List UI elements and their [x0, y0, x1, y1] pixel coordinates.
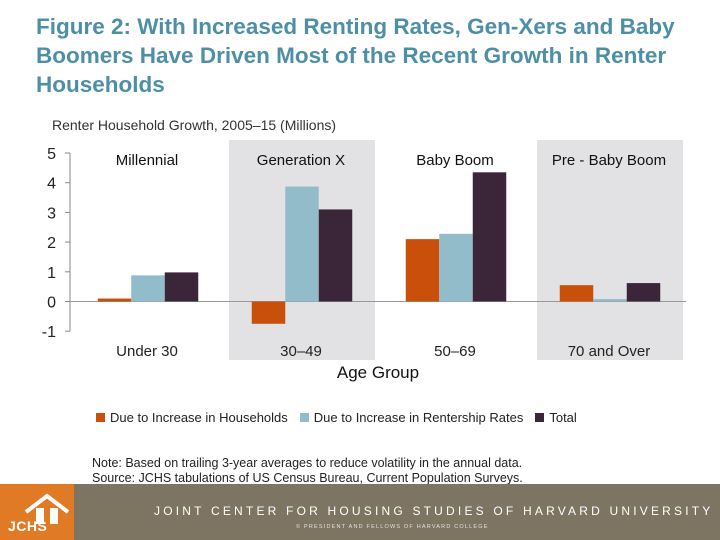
jchs-logo: JCHS [0, 484, 74, 540]
x-tick-label: 30–49 [280, 343, 322, 360]
x-tick-label: Under 30 [116, 343, 178, 360]
chart-title: Figure 2: With Increased Renting Rates, … [36, 14, 675, 97]
bar [593, 299, 627, 302]
source-line: Source: JCHS tabulations of US Census Bu… [92, 471, 523, 485]
y-tick-label: 3 [47, 205, 56, 222]
footer-bar: JCHS JOINT CENTER FOR HOUSING STUDIES OF… [0, 484, 720, 540]
legend-label-households: Due to Increase in Households [110, 410, 288, 425]
bar [318, 209, 353, 302]
note: Note: Based on trailing 3-year averages … [92, 456, 523, 486]
logo-text: JCHS [8, 518, 48, 534]
group-label: Generation X [257, 152, 345, 169]
house-icon [24, 493, 70, 524]
bar [251, 301, 286, 324]
bar [439, 233, 473, 302]
y-tick-label: 2 [47, 235, 56, 252]
bar [405, 239, 440, 302]
legend-item-rentership: Due to Increase in Rentership Rates [299, 410, 524, 425]
note-line: Note: Based on trailing 3-year averages … [92, 456, 523, 470]
group-label: Baby Boom [416, 152, 494, 169]
legend-swatch-households [96, 413, 105, 422]
bar [285, 186, 319, 302]
bar [559, 285, 594, 302]
group-label: Millennial [116, 152, 179, 169]
legend-label-total: Total [549, 410, 577, 425]
bar [131, 275, 165, 302]
y-tick-label: -1 [42, 324, 56, 341]
bar [164, 272, 199, 302]
group-shade [537, 140, 683, 360]
legend-item-total: Total [535, 410, 577, 425]
chart-subtitle: Renter Household Growth, 2005–15 (Millio… [52, 117, 337, 133]
legend-swatch-total [535, 413, 545, 422]
x-tick-label: 70 and Over [568, 343, 651, 360]
legend-label-rentership: Due to Increase in Rentership Rates [313, 410, 524, 425]
legend-item-households: Due to Increase in Households [96, 410, 288, 425]
group-label: Pre - Baby Boom [552, 152, 666, 169]
bar-chart: 5 4 3 2 1 0 -1 Millennial Under 30 Generation X 30… [42, 140, 686, 382]
bar [472, 172, 507, 302]
legend: Due to Increase in Households Due to Inc… [96, 410, 589, 425]
y-tick-label: 1 [47, 265, 56, 282]
org-name: JOINT CENTER FOR HOUSING STUDIES OF HARV… [154, 504, 714, 518]
y-tick-label: 0 [47, 295, 56, 312]
legend-swatch-rentership [299, 413, 309, 422]
y-tick-label: 4 [47, 176, 56, 193]
y-tick-label: 5 [47, 146, 56, 163]
x-tick-label: 50–69 [434, 343, 476, 360]
bar [97, 298, 132, 302]
copyright: © PRESIDENT AND FELLOWS OF HARVARD COLLE… [296, 524, 489, 530]
bar [626, 283, 661, 302]
x-axis-title: Age Group [337, 363, 419, 382]
